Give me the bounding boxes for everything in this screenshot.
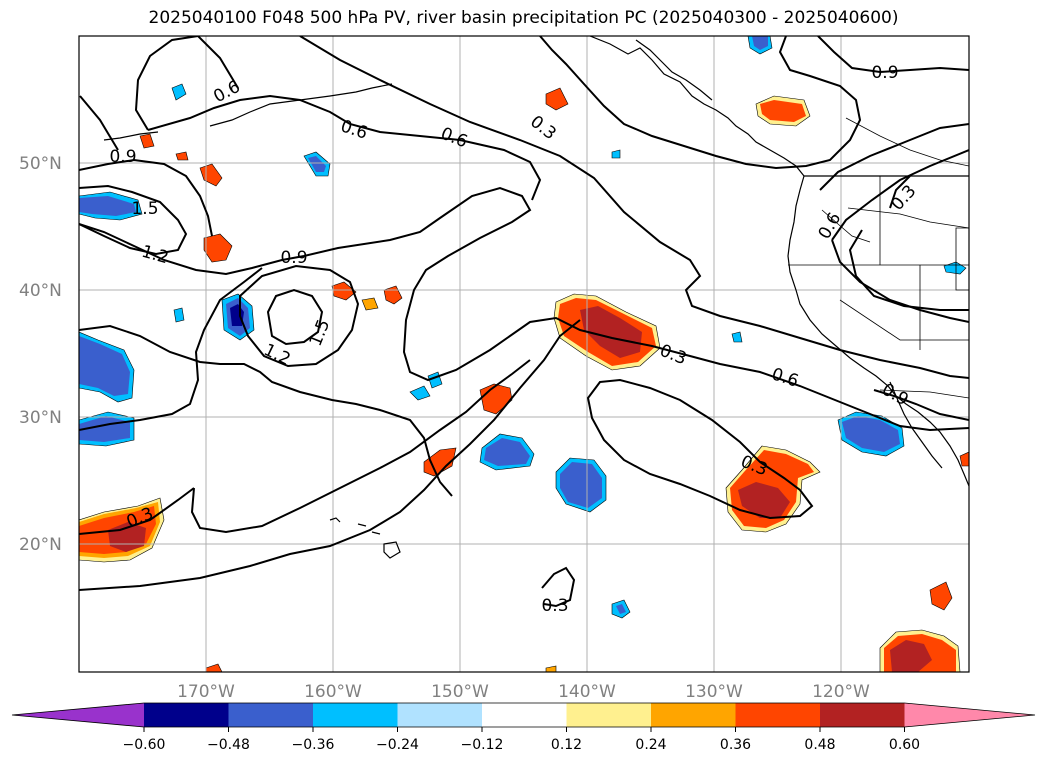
- contour-label: 0.9: [280, 248, 307, 268]
- colorbar-tick-label: 0.36: [720, 737, 751, 753]
- colorbar-tick-label: −0.60: [123, 737, 166, 753]
- colorbar-tick-label: −0.48: [207, 737, 250, 753]
- lat-label: 30°N: [19, 408, 62, 428]
- lon-label: 120°W: [812, 682, 870, 702]
- lon-label: 170°W: [177, 682, 235, 702]
- colorbar-segment: [735, 703, 820, 727]
- colorbar-segment: [482, 703, 567, 727]
- map-area: 0.6 0.6 0.6 0.3 0.9 0.9 1.5 1.2 0.9 1.5 …: [79, 36, 969, 672]
- colorbar-extend-low: [12, 703, 144, 727]
- map-title: 2025040100 F048 500 hPa PV, river basin …: [148, 8, 899, 28]
- precip-negative-regions: [79, 36, 967, 619]
- contour-label: 1.5: [131, 199, 158, 219]
- lon-label: 150°W: [431, 682, 489, 702]
- latitude-labels: 50°N 40°N 30°N 20°N: [19, 154, 62, 555]
- colorbar-segment: [228, 703, 313, 727]
- pv-contours: [79, 36, 969, 608]
- coastlines: [103, 36, 969, 559]
- contour-label: 0.9: [871, 63, 898, 83]
- lon-label: 140°W: [558, 682, 616, 702]
- lon-label: 130°W: [685, 682, 743, 702]
- colorbar-segment: [651, 703, 736, 727]
- colorbar-tick-label: 0.24: [635, 737, 666, 753]
- contour-label: 0.9: [109, 147, 136, 167]
- contour-label: 0.3: [541, 596, 568, 616]
- lat-label: 50°N: [19, 154, 62, 174]
- colorbar-tick-label: −0.24: [376, 737, 419, 753]
- colorbar-segment: [820, 703, 905, 727]
- map-frame: [78, 35, 970, 673]
- lat-label: 20°N: [19, 535, 62, 555]
- colorbar: −0.60 −0.48 −0.36 −0.24 −0.12 0.12 0.24 0.36 0.4…: [11, 702, 1036, 753]
- colorbar-segment: [313, 703, 398, 727]
- colorbar-tick-label: 0.12: [551, 737, 582, 753]
- colorbar-tick-label: −0.12: [461, 737, 504, 753]
- colorbar-segment: [144, 703, 229, 727]
- colorbar-segment: [397, 703, 482, 727]
- lon-label: 160°W: [304, 682, 362, 702]
- colorbar-tick-label: −0.36: [292, 737, 335, 753]
- lat-label: 40°N: [19, 281, 62, 301]
- longitude-labels: 170°W 160°W 150°W 140°W 130°W 120°W: [177, 682, 870, 702]
- colorbar-tick-label: 0.48: [804, 737, 835, 753]
- ocean-background: [79, 36, 969, 672]
- colorbar-extend-high: [904, 703, 1035, 727]
- colorbar-segment: [566, 703, 651, 727]
- colorbar-tick-label: 0.60: [889, 737, 920, 753]
